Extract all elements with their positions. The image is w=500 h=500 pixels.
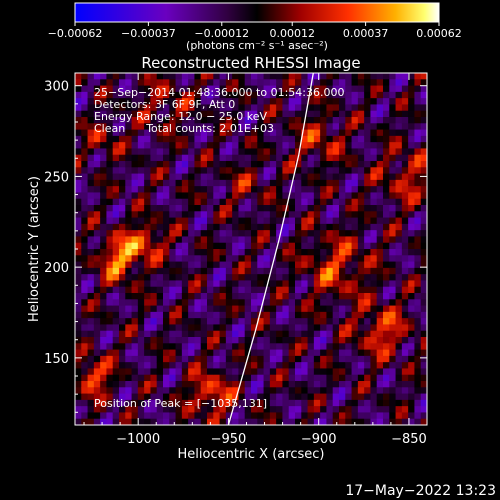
colorbar-units: (photons cm⁻² s⁻¹ asec⁻²): [186, 39, 328, 52]
solar-limb-curve: [227, 73, 314, 425]
y-tick-label: 300: [44, 80, 69, 95]
footer-timestamp: 17−May−2022 13:23: [345, 483, 496, 499]
annotation-peak-position: Position of Peak = [−1035,131]: [94, 397, 267, 410]
colorbar-tick-label: −0.00037: [121, 27, 176, 40]
x-tick-label: −1000: [116, 432, 160, 447]
colorbar-tick-label: 0.00012: [269, 27, 315, 40]
x-tick-label: −900: [301, 432, 337, 447]
y-tick-label: 250: [44, 170, 69, 185]
x-tick-label: −950: [211, 432, 247, 447]
colorbar-tick-label: 0.00037: [343, 27, 389, 40]
x-axis-label: Heliocentric X (arcsec): [178, 447, 325, 462]
x-axis-ticks: −1000 −950 −900 −850: [83, 73, 428, 447]
colorbar: [74, 2, 440, 23]
colorbar-ticks: −0.00062 −0.00037 −0.00012 0.00012 0.00037 0.…: [48, 22, 462, 40]
annotation-energy-range: Energy Range: 12.0 − 25.0 keV: [94, 110, 268, 123]
colorbar-tick-label: −0.00062: [48, 27, 103, 40]
heatmap-cells: [75, 73, 427, 425]
y-axis-ticks: 150 200 250 300: [44, 80, 427, 413]
chart-title: Reconstructed RHESSI Image: [141, 54, 360, 72]
annotation-time-range: 25−Sep−2014 01:48:36.000 to 01:54:36.000: [94, 86, 344, 99]
y-tick-label: 150: [44, 352, 69, 367]
x-tick-label: −850: [391, 432, 427, 447]
y-tick-label: 200: [44, 261, 69, 276]
colorbar-tick-label: 0.00062: [416, 27, 462, 40]
colorbar-tick-label: −0.00012: [194, 27, 249, 40]
annotation-clean-counts: Clean Total counts: 2.01E+03: [94, 122, 274, 135]
y-axis-label: Heliocentric Y (arcsec): [27, 176, 42, 322]
annotation-detectors: Detectors: 3F 6F 9F, Att 0: [94, 98, 235, 111]
